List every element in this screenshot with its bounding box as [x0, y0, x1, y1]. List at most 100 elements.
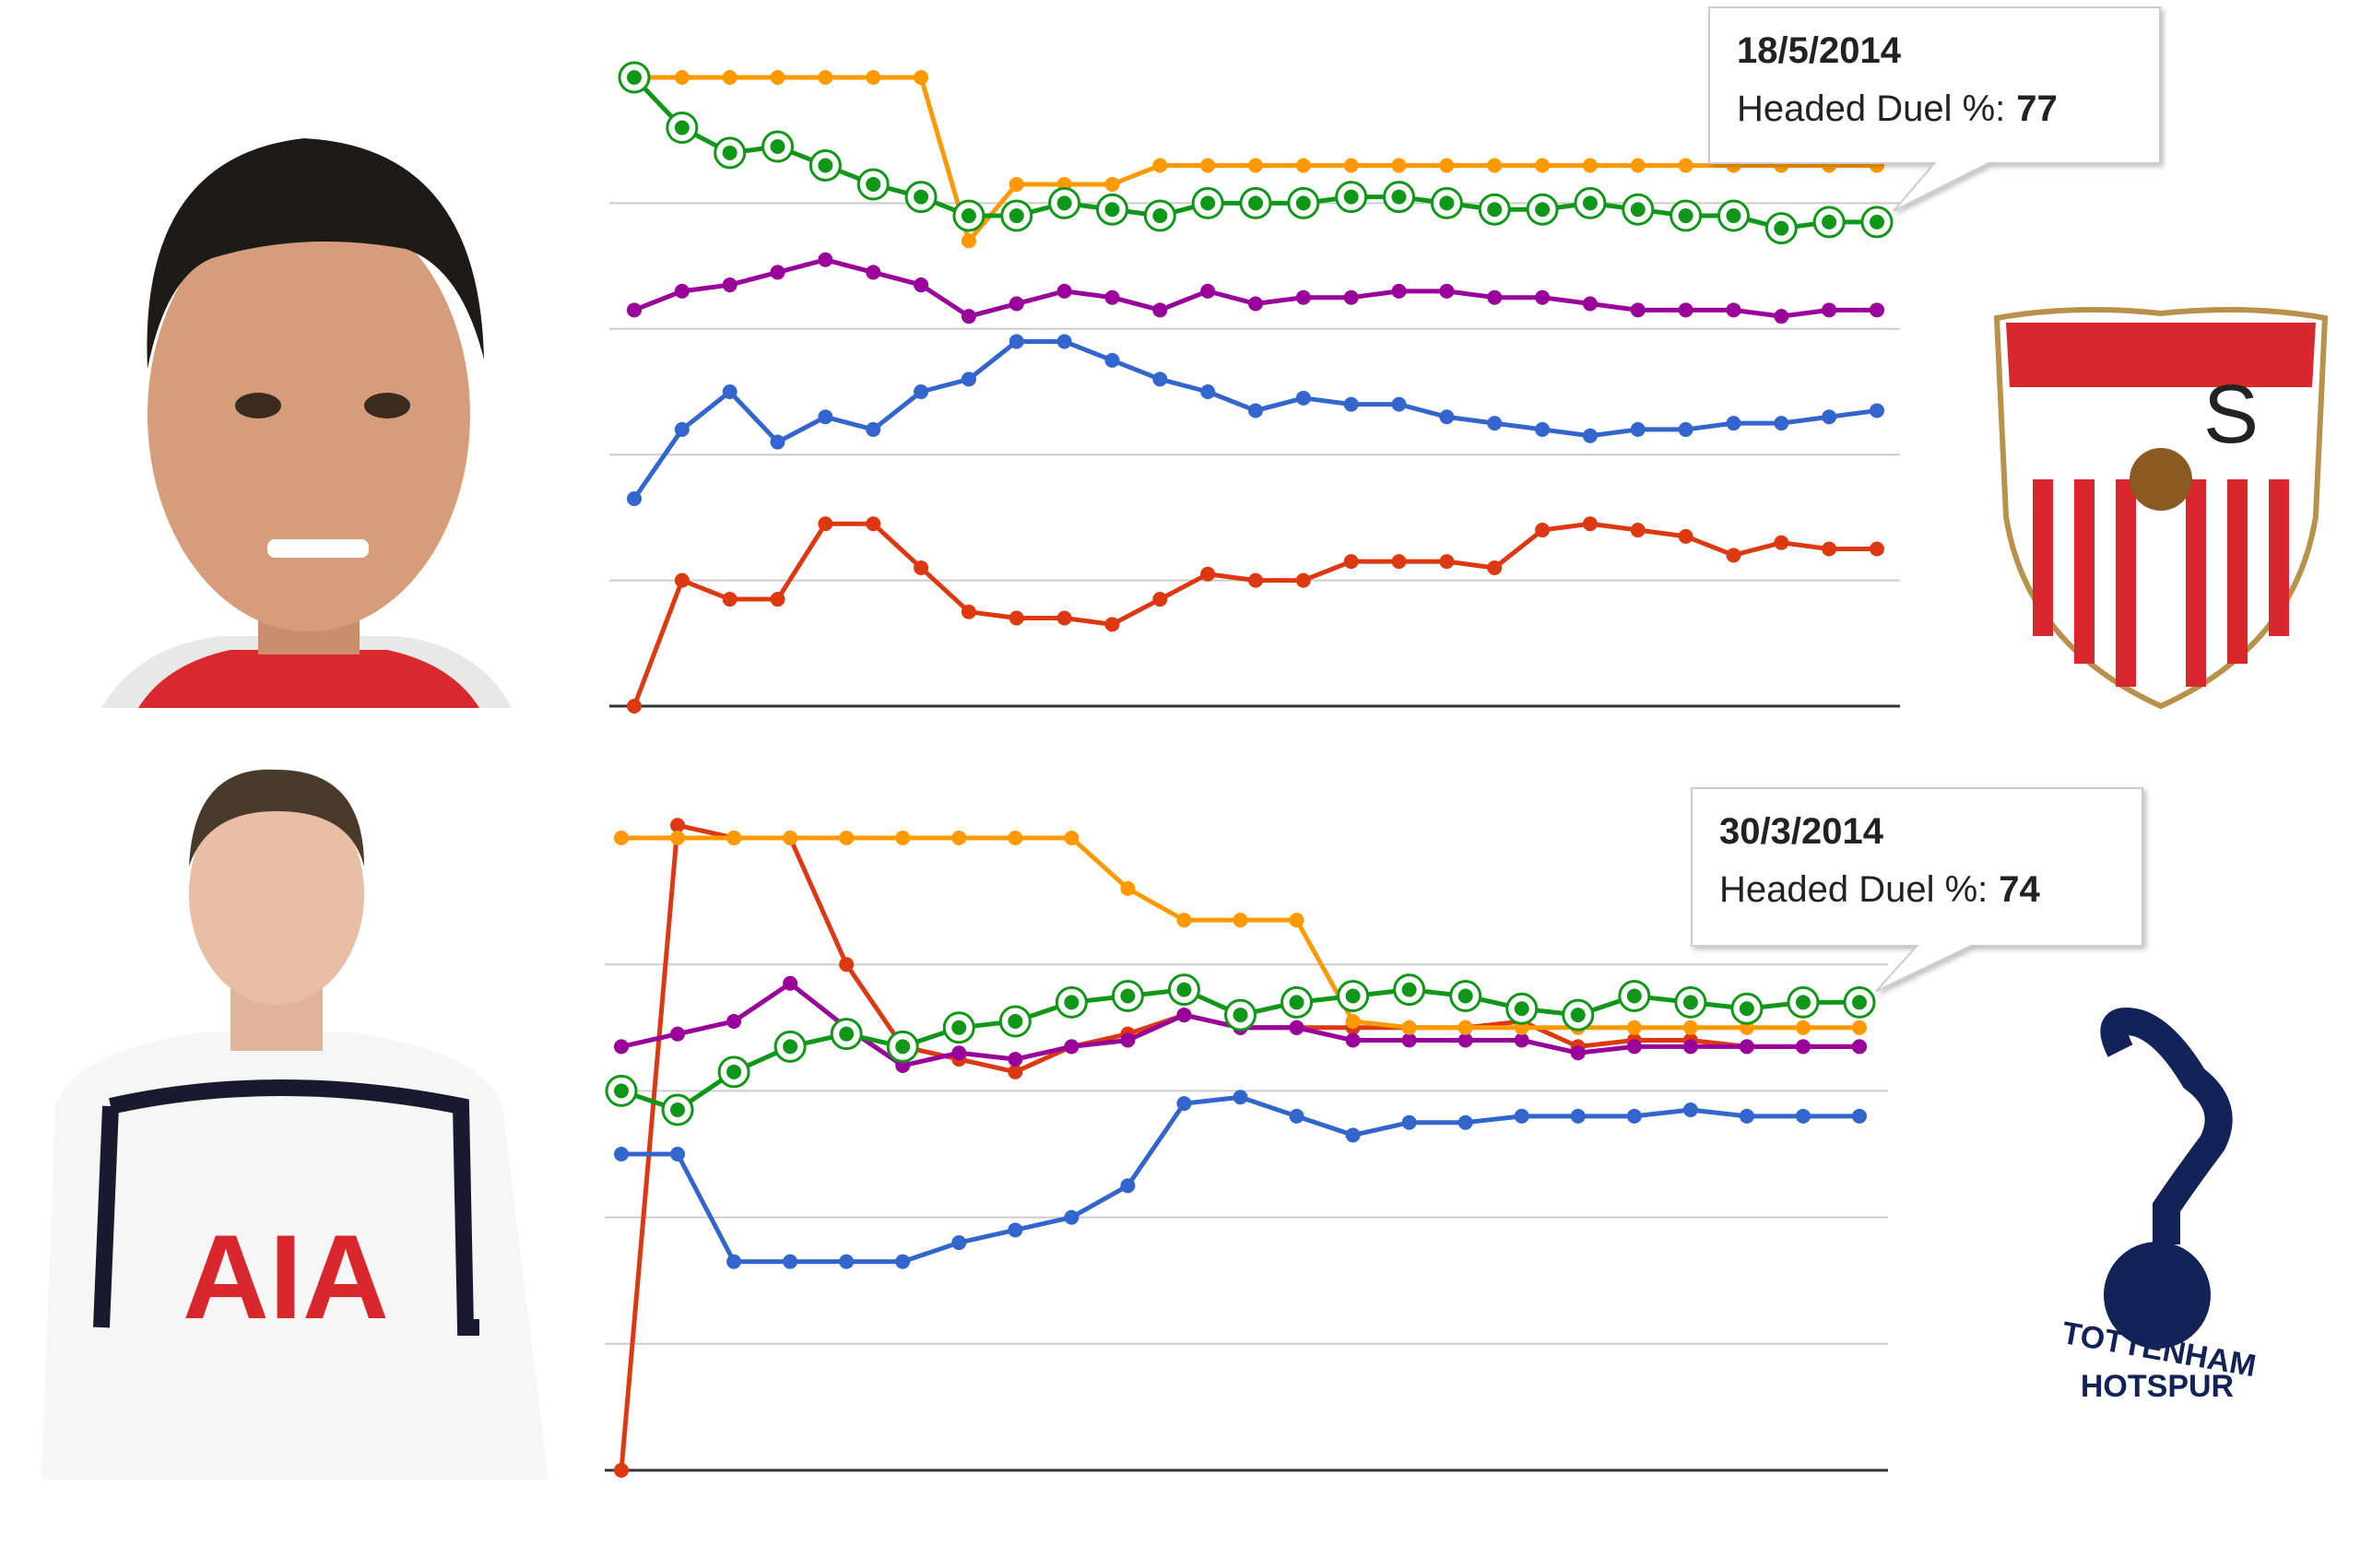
point — [1682, 1039, 1698, 1055]
point — [839, 831, 855, 845]
point — [783, 831, 798, 845]
point — [770, 139, 785, 155]
point — [1678, 208, 1693, 224]
point — [674, 70, 690, 85]
point — [1152, 592, 1168, 607]
point — [895, 1254, 911, 1269]
player-photo — [101, 138, 512, 708]
point — [1176, 982, 1192, 997]
point — [1682, 995, 1698, 1010]
point — [1457, 1032, 1473, 1048]
point — [1295, 289, 1311, 305]
svg-text:S: S — [2203, 369, 2259, 461]
point — [1248, 195, 1263, 211]
point — [1401, 1114, 1417, 1130]
point — [1104, 352, 1120, 368]
point — [1008, 1052, 1023, 1067]
point — [674, 421, 690, 437]
point — [1200, 283, 1216, 299]
point — [1233, 1090, 1248, 1105]
player-photo: AIA — [41, 769, 549, 1480]
point — [914, 189, 929, 205]
point — [1248, 572, 1263, 588]
point — [1582, 296, 1598, 312]
point — [1345, 1013, 1361, 1029]
point — [722, 145, 738, 160]
point — [1582, 516, 1598, 532]
point — [726, 1013, 742, 1029]
point — [1487, 416, 1503, 431]
tooltip-label: Headed Duel %: — [1719, 869, 1988, 910]
point — [1120, 880, 1136, 896]
crest-text: HOTSPUR — [2081, 1369, 2234, 1404]
point — [722, 384, 738, 399]
point — [1852, 1039, 1867, 1055]
point — [818, 409, 833, 425]
point — [674, 120, 690, 136]
tooltip-box — [1691, 787, 2143, 993]
point — [1774, 309, 1789, 324]
point — [1870, 302, 1884, 318]
point — [866, 421, 881, 437]
point — [1487, 202, 1503, 218]
point — [1343, 396, 1359, 412]
point — [818, 516, 833, 532]
point — [1120, 988, 1136, 1004]
point — [770, 265, 785, 280]
point — [1726, 416, 1741, 431]
point — [1056, 195, 1072, 211]
point — [1822, 541, 1837, 557]
point — [1248, 403, 1263, 419]
tooltip-value: 74 — [1999, 869, 2040, 910]
point — [726, 831, 742, 845]
point — [1514, 1001, 1529, 1017]
point — [670, 1102, 686, 1117]
plot: 30/3/2014 Headed Duel %: 74 — [605, 787, 2143, 1478]
point — [1487, 289, 1503, 305]
point — [1678, 158, 1693, 173]
point — [1200, 384, 1216, 399]
point — [1852, 995, 1867, 1010]
point — [1009, 296, 1024, 312]
point — [1795, 995, 1811, 1010]
point — [1008, 1064, 1023, 1079]
point — [1401, 1020, 1417, 1035]
point — [951, 831, 967, 845]
point — [1774, 220, 1789, 236]
point — [951, 1045, 967, 1061]
point — [1626, 1108, 1642, 1124]
point — [1345, 988, 1361, 1004]
point — [895, 1039, 911, 1055]
point — [1289, 1020, 1304, 1035]
point — [1295, 195, 1311, 211]
point — [1152, 208, 1168, 224]
point — [1391, 283, 1407, 299]
point — [1009, 176, 1024, 192]
point — [627, 699, 642, 713]
point — [1345, 1127, 1361, 1143]
point — [1535, 523, 1551, 538]
point — [783, 1039, 798, 1055]
club-crest: TOTTENHAM HOTSPUR — [2059, 1008, 2259, 1404]
point — [1056, 283, 1072, 299]
point — [1295, 158, 1311, 173]
point — [1535, 202, 1551, 218]
point — [1008, 1013, 1023, 1029]
point — [1289, 913, 1304, 928]
point — [674, 572, 690, 588]
point — [726, 1064, 742, 1079]
point — [1176, 1008, 1192, 1023]
point — [627, 490, 642, 506]
point — [1535, 158, 1551, 173]
point — [1795, 1108, 1811, 1124]
point — [670, 818, 686, 833]
point — [961, 604, 976, 619]
point — [895, 831, 911, 845]
point — [1570, 1008, 1586, 1023]
point — [1457, 1114, 1473, 1130]
point — [1682, 1102, 1698, 1117]
tooltip-box — [1708, 6, 2161, 212]
point — [961, 233, 976, 249]
tooltip-date: 18/5/2014 — [1737, 30, 1902, 71]
